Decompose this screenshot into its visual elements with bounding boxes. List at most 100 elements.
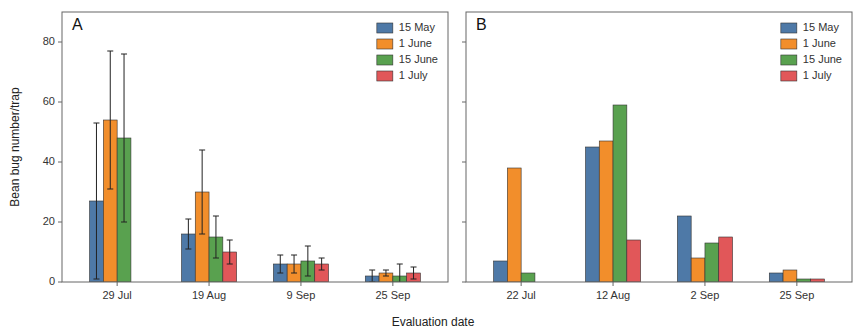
legend-item: 15 May	[781, 21, 840, 33]
legend-item: 1 July	[781, 69, 832, 81]
x-tick-label: 22 Jul	[506, 289, 535, 301]
y-tick	[58, 42, 62, 43]
legend-label: 15 June	[399, 53, 438, 65]
error-bar	[305, 246, 311, 276]
error-line	[229, 240, 230, 264]
legend-swatch	[377, 55, 393, 65]
error-cap	[185, 249, 191, 250]
plot-area	[466, 12, 852, 282]
frame	[62, 12, 448, 282]
error-cap	[383, 276, 389, 277]
panel: 22 Jul 12 Aug 2 Sep 25 Sep B 15 May 1 June 15 J…	[462, 12, 852, 301]
error-line	[96, 123, 97, 279]
error-line	[202, 150, 203, 234]
legend-item: 1 July	[377, 69, 428, 81]
error-bar	[383, 270, 389, 276]
error-cap	[227, 240, 233, 241]
y-tick	[58, 282, 62, 283]
y-tick	[462, 222, 466, 223]
error-bar	[369, 270, 375, 282]
error-cap	[93, 279, 99, 280]
bar	[691, 258, 705, 282]
legend-swatch	[377, 23, 393, 33]
error-line	[385, 270, 386, 276]
bar	[599, 141, 613, 282]
bar	[613, 105, 627, 282]
bar	[705, 243, 719, 282]
bar	[585, 147, 599, 282]
error-cap	[319, 270, 325, 271]
legend-label: 1 July	[803, 69, 832, 81]
error-cap	[411, 279, 417, 280]
legend-label: 1 July	[399, 69, 428, 81]
x-tick-label: 25 Sep	[779, 289, 814, 301]
legend-swatch	[781, 23, 797, 33]
error-cap	[199, 150, 205, 151]
legend-swatch	[377, 71, 393, 81]
error-cap	[227, 264, 233, 265]
legend-label: 15 May	[399, 21, 436, 33]
y-tick-label: 40	[43, 155, 55, 167]
y-tick	[58, 162, 62, 163]
legend-item: 15 May	[377, 21, 436, 33]
error-cap	[305, 276, 311, 277]
error-line	[215, 216, 216, 258]
error-line	[413, 267, 414, 279]
error-line	[307, 246, 308, 276]
error-line	[110, 51, 111, 189]
error-cap	[121, 222, 127, 223]
x-tick	[392, 282, 393, 286]
error-cap	[185, 219, 191, 220]
x-tick	[117, 282, 118, 286]
y-tick-label: 20	[43, 215, 55, 227]
error-bar	[121, 54, 127, 222]
legend-swatch	[781, 39, 797, 49]
bar	[521, 273, 535, 282]
frame	[466, 12, 852, 282]
error-bar	[93, 123, 99, 279]
error-bar	[291, 255, 297, 273]
x-tick-label: 2 Sep	[691, 289, 720, 301]
error-cap	[93, 123, 99, 124]
x-tick	[613, 282, 614, 286]
bar	[783, 270, 797, 282]
error-line	[188, 219, 189, 249]
y-tick-label: 0	[49, 275, 55, 287]
error-cap	[369, 270, 375, 271]
y-tick	[462, 102, 466, 103]
plot-area	[62, 12, 448, 282]
x-tick-label: 12 Aug	[596, 289, 630, 301]
x-tick	[704, 282, 705, 286]
x-tick	[521, 282, 522, 286]
bar	[627, 240, 641, 282]
marks	[494, 105, 825, 282]
x-tick-label: 9 Sep	[287, 289, 316, 301]
x-tick	[209, 282, 210, 286]
panel-label: B	[476, 16, 487, 33]
error-line	[280, 255, 281, 273]
error-bar	[227, 240, 233, 264]
error-cap	[305, 246, 311, 247]
bar	[719, 237, 733, 282]
x-tick	[300, 282, 301, 286]
bar	[494, 261, 508, 282]
legend-label: 1 June	[399, 37, 432, 49]
legend-label: 15 June	[803, 53, 842, 65]
legend-swatch	[781, 71, 797, 81]
error-cap	[383, 270, 389, 271]
error-cap	[107, 189, 113, 190]
error-bar	[199, 150, 205, 234]
error-bar	[107, 51, 113, 189]
legend: 15 May 1 June 15 June 1 July	[781, 21, 842, 81]
error-cap	[291, 273, 297, 274]
error-cap	[319, 258, 325, 259]
x-tick-label: 19 Aug	[192, 289, 226, 301]
error-cap	[107, 51, 113, 52]
legend-label: 1 June	[803, 37, 836, 49]
error-line	[372, 270, 373, 282]
y-tick	[58, 102, 62, 103]
error-line	[124, 54, 125, 222]
legend-item: 1 June	[377, 37, 432, 49]
panel: 02040608029 Jul19 Aug9 Sep25 SepA15 May1…	[43, 12, 448, 301]
chart: 02040608029 Jul19 Aug9 Sep25 SepA15 May1…	[0, 0, 866, 336]
